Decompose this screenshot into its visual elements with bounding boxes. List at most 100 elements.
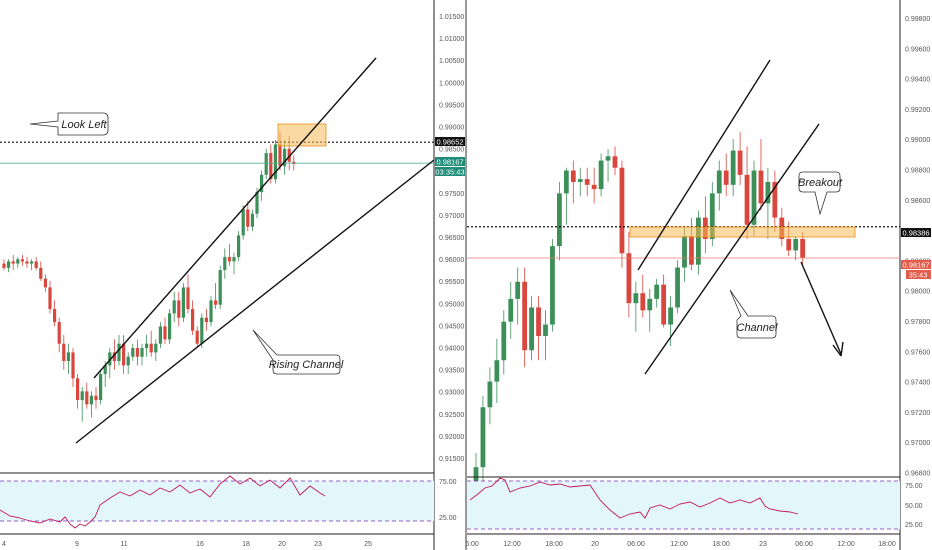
left-price-tick: 0.95500 <box>439 279 464 286</box>
right-price-axis: 0.99800 0.99600 0.99400 0.99200 0.99000 0.988… <box>899 0 930 550</box>
right-time-tick: 18:00 <box>878 541 896 548</box>
right-candle-body <box>723 170 729 185</box>
right-candle-body <box>765 181 771 204</box>
left-candle-body <box>126 356 130 366</box>
left-candle-body <box>112 352 116 362</box>
left-price-tick: 0.99500 <box>439 102 464 109</box>
left-resistance-zone <box>277 123 327 147</box>
left-candle-body <box>20 259 24 262</box>
left-price-tick: 0.96500 <box>439 235 464 242</box>
left-candle-body <box>264 153 268 175</box>
left-current-price-badge: 0.98167 <box>436 158 463 167</box>
right-price-badges: 0.98386 0.98167 35:43 <box>901 228 931 280</box>
left-price-tick: 0.93000 <box>439 390 464 397</box>
left-candle-body <box>195 330 199 344</box>
right-candle-body <box>716 170 722 194</box>
right-price-tick: 0.99000 <box>905 137 930 144</box>
right-price-tick: 0.98800 <box>905 168 930 175</box>
right-chart-panel[interactable]: 0.99800 0.99600 0.99400 0.99200 0.99000 0.988… <box>465 0 931 550</box>
left-candle-body <box>260 174 264 193</box>
left-candle-body <box>43 278 47 288</box>
left-price-badges: 0.98652 0.98167 03:35:43 <box>435 137 465 177</box>
right-candle-body <box>480 407 486 468</box>
right-price-tick: 0.97800 <box>905 319 930 326</box>
left-candle-body <box>39 267 43 279</box>
left-candle-body <box>53 309 57 323</box>
right-time-tick: 6:00 <box>465 541 479 548</box>
left-candle-body <box>71 352 75 379</box>
left-price-tick: 1.00000 <box>439 80 464 87</box>
left-candle-body <box>278 144 282 167</box>
look-left-callout[interactable]: Look Left <box>29 112 109 136</box>
left-time-tick: 25 <box>364 541 372 548</box>
left-time-tick: 9 <box>75 541 79 548</box>
right-candle-body <box>522 281 528 351</box>
right-rsi-pane: 75.00 50.00 25.00 <box>467 476 923 535</box>
left-candle-body <box>172 300 176 314</box>
left-candle-body <box>232 257 236 262</box>
left-chart-panel[interactable]: 1.01500 1.01000 1.00500 1.00000 0.99500 0.990… <box>0 0 465 550</box>
right-candle-body <box>800 239 806 258</box>
right-candle-body <box>501 321 507 361</box>
left-candle-body <box>66 352 70 362</box>
right-price-tick: 0.96800 <box>905 471 930 478</box>
left-candle-body <box>191 309 195 331</box>
right-candle-body <box>563 170 569 194</box>
right-candle-body <box>515 281 521 299</box>
left-time-tick: 4 <box>2 541 6 548</box>
left-price-tick: 0.97500 <box>439 191 464 198</box>
right-down-arrow-head <box>832 341 844 357</box>
left-time-tick: 20 <box>278 541 286 548</box>
right-candle-body <box>668 307 673 325</box>
left-candle-body <box>218 270 222 305</box>
left-rsi-25-label: 25.00 <box>439 515 457 522</box>
right-candle-body <box>473 467 479 489</box>
right-candle-body <box>675 267 680 308</box>
right-candle-body <box>508 298 514 322</box>
left-rsi-band <box>0 481 434 521</box>
right-candle-body <box>626 253 632 304</box>
right-candle-body <box>570 170 576 182</box>
right-price-tick: 0.97000 <box>905 440 930 447</box>
left-candlesticks <box>2 131 296 422</box>
right-candle-body <box>557 193 562 247</box>
breakout-callout[interactable]: Breakout <box>798 171 843 216</box>
left-candle-body <box>7 261 11 268</box>
right-candle-body <box>598 160 604 190</box>
right-price-tick: 0.99800 <box>905 16 930 23</box>
left-candle-body <box>25 261 29 264</box>
left-price-tick: 0.99000 <box>439 125 464 132</box>
left-resistance-badge: 0.98652 <box>436 138 463 147</box>
right-time-axis: 6:00 12:00 18:00 20 06:00 12:00 18:00 23 06:00 12… <box>465 541 896 548</box>
left-price-tick: 0.91500 <box>439 456 464 463</box>
right-time-tick: 12:00 <box>670 541 688 548</box>
right-rsi-line <box>469 477 799 519</box>
right-candle-body <box>758 170 764 204</box>
right-time-tick: 12:00 <box>503 541 521 548</box>
rising-channel-callout[interactable]: Rising Channel <box>252 329 344 375</box>
right-candle-body <box>751 170 757 225</box>
left-price-tick: 0.96000 <box>439 257 464 264</box>
right-candle-body <box>730 150 736 185</box>
left-channel-lower <box>75 159 435 444</box>
right-candle-body <box>744 174 750 225</box>
left-candle-body <box>85 391 89 405</box>
right-current-price-badge: 0.98167 <box>902 261 929 270</box>
right-timer-badge: 35:43 <box>909 271 928 280</box>
left-candle-body <box>177 300 181 318</box>
left-candle-body <box>149 343 153 353</box>
right-candle-body <box>661 284 667 325</box>
right-price-tick: 0.99200 <box>905 107 930 114</box>
left-candle-body <box>11 261 15 264</box>
left-price-tick: 0.93500 <box>439 368 464 375</box>
left-rsi-pane: 75.00 25.00 <box>0 472 457 535</box>
left-candle-body <box>103 365 107 375</box>
channel-callout[interactable]: Channel <box>729 289 778 339</box>
right-candlesticks <box>473 132 806 496</box>
right-candle-body <box>772 181 778 218</box>
left-candle-body <box>89 395 93 405</box>
right-candle-body <box>529 307 534 351</box>
left-candle-body <box>163 326 167 340</box>
left-candle-body <box>255 192 259 214</box>
left-candle-body <box>227 257 231 262</box>
